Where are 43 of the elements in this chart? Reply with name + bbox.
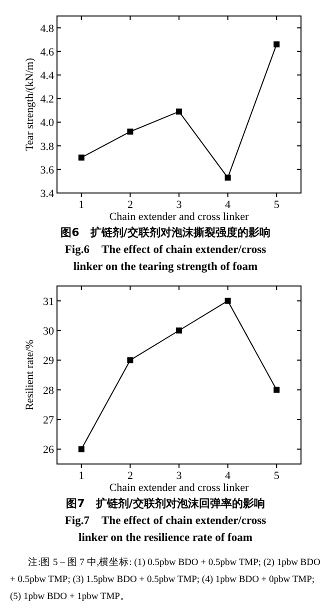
y-tick-label: 4.0 — [40, 117, 54, 130]
text: 图6 扩链剂/交联剂对泡沫撕裂强度的影响 — [60, 225, 272, 241]
point — [127, 128, 134, 135]
point — [224, 298, 231, 304]
x-axis-title: Chain extender and cross linker — [109, 482, 249, 494]
y-tick-label: 3.8 — [40, 140, 54, 153]
y-axis-title: Tear strength/(kN/m) — [24, 58, 36, 152]
text: 注:图 5 – 图 7 中,横坐标: (1) 0.5pbw BDO + 0.5pbw TMP; (2) 1pbw BDO + 0.5pbw TMP; (3) 1.5pbw BDO + 0.5pbw TMP; (4) 1pbw BDO + 0pbw TMP; (5) 1pbw BDO + 1pbw TMP。 — [10, 556, 322, 604]
y-tick-label: 27 — [43, 414, 54, 426]
point — [78, 446, 84, 452]
y-tick-label: 4.6 — [40, 46, 54, 58]
y-tick-label: 4.2 — [40, 94, 54, 106]
point — [78, 154, 84, 161]
y-tick-label: 28 — [43, 384, 54, 397]
y-tick-label: 4.8 — [40, 22, 54, 35]
x-tick-label: 4 — [225, 199, 232, 211]
point — [274, 41, 280, 48]
x-tick-label: 4 — [225, 470, 232, 482]
x-tick-label: 3 — [176, 470, 182, 482]
y-tick-label: 3.4 — [40, 188, 54, 200]
y-tick-label: 31 — [43, 296, 54, 308]
point — [274, 386, 280, 393]
y-tick-label: 30 — [43, 326, 54, 338]
x-tick-label: 5 — [274, 199, 280, 211]
y-tick-label: 3.6 — [40, 164, 54, 176]
x-axis-title: Chain extender and cross linker — [109, 211, 249, 223]
text: 图7 扩链剂/交联剂对泡沫回弹率的影响 — [65, 496, 266, 512]
y-axis-title: Resilient rate/% — [24, 340, 36, 410]
y-tick-label: 4.4 — [40, 70, 54, 82]
point — [176, 328, 182, 334]
point — [127, 357, 134, 364]
y-tick-label: 26 — [43, 444, 54, 456]
y-tick-label: 29 — [43, 355, 54, 368]
point — [224, 174, 231, 181]
text: Fig.7 The effect of chain extender/cross linker on the resilience rate of foam — [64, 514, 268, 546]
x-tick-label: 1 — [78, 199, 84, 211]
point — [176, 108, 182, 115]
x-tick-label: 2 — [127, 199, 133, 211]
x-tick-label: 1 — [78, 470, 84, 482]
x-tick-label: 2 — [127, 470, 133, 482]
x-tick-label: 3 — [176, 199, 182, 211]
text: Fig.6 The effect of chain extender/cross linker on the tearing strength of foam — [64, 243, 268, 275]
x-tick-label: 5 — [274, 470, 280, 482]
